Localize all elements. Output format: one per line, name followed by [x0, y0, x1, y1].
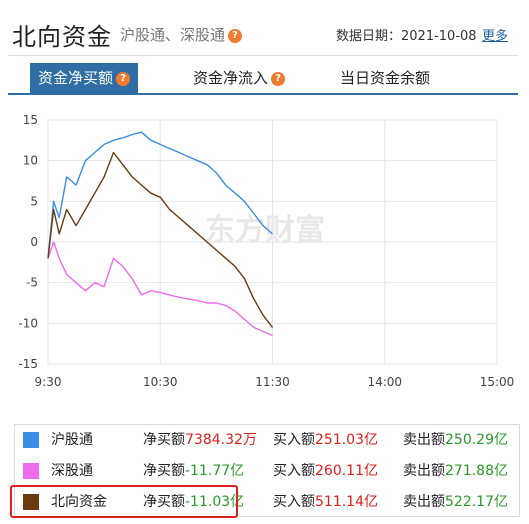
sell-cell: 卖出额271.88亿: [403, 456, 508, 486]
help-icon[interactable]: ?: [271, 71, 286, 86]
series-name: 北向资金: [51, 494, 107, 510]
sell-value: 522.17亿: [445, 494, 508, 510]
table-row: 深股通 净买额-11.77亿 买入额260.11亿 卖出额271.88亿: [15, 456, 519, 486]
series-color-swatch: [23, 432, 39, 448]
help-icon[interactable]: ?: [116, 71, 131, 86]
series-color-swatch: [23, 463, 39, 479]
y-tick-label: -10: [18, 316, 38, 330]
sell-label: 卖出额: [403, 494, 445, 510]
y-tick-label: -15: [18, 357, 38, 371]
buy-cell: 买入额260.11亿: [273, 456, 378, 486]
sell-cell: 卖出额250.29亿: [403, 425, 508, 455]
y-tick-label: 15: [23, 113, 38, 127]
x-tick-label: 9:30: [35, 375, 62, 389]
y-tick-label: 5: [30, 194, 38, 208]
buy-label: 买入额: [273, 432, 315, 448]
y-tick-label: -5: [26, 276, 38, 290]
page-title: 北向资金: [12, 23, 112, 51]
net-buy-label: 净买额: [143, 432, 185, 448]
sell-cell: 卖出额522.17亿: [403, 487, 508, 517]
buy-value: 260.11亿: [315, 463, 378, 479]
net-buy-cell: 净买额-11.77亿: [143, 456, 244, 486]
buy-label: 买入额: [273, 494, 315, 510]
watermark-text: 东方财富: [205, 213, 325, 248]
tab-underline: [8, 93, 518, 95]
tab-net-buy[interactable]: 资金净买额?: [30, 63, 139, 93]
tab-daily-balance-label: 当日资金余额: [340, 69, 431, 87]
series-name: 沪股通: [51, 432, 93, 448]
series-name: 深股通: [51, 463, 93, 479]
series-line-0: [47, 131, 273, 259]
tab-bar: 资金净买额? 资金净流入? 当日资金余额: [30, 63, 520, 93]
help-icon[interactable]: ?: [228, 28, 243, 43]
x-tick-label: 11:30: [255, 375, 290, 389]
series-line-1: [47, 241, 273, 337]
net-buy-value: -11.03亿: [185, 494, 245, 510]
series-color-swatch: [23, 494, 39, 510]
x-tick-label: 15:00: [480, 375, 515, 389]
series-lines: [47, 131, 274, 337]
summary-table: 沪股通 净买额7384.32万 买入额251.03亿 卖出额250.29亿 深股…: [14, 424, 520, 517]
net-buy-cell: 净买额7384.32万: [143, 425, 257, 455]
highlight-box: [10, 485, 238, 518]
net-buy-value: -11.77亿: [185, 463, 245, 479]
page-header: 北向资金 沪股通、深股通? 数据日期：2021-10-08 更多: [0, 0, 529, 54]
series-line-2: [47, 151, 274, 328]
y-axis-ticks: 15 10 5 0 -5 -10 -15: [18, 113, 38, 371]
tab-daily-balance[interactable]: 当日资金余额: [340, 63, 430, 93]
x-axis-ticks: 9:30 10:30 11:30 14:00 15:00: [35, 375, 515, 389]
net-buy-chart: 东方财富 15 10 5 0 -5 -10 -15 9:30 10:30 11:30 14:00 1…: [18, 113, 515, 389]
buy-cell: 买入额251.03亿: [273, 425, 378, 455]
net-buy-label: 净买额: [143, 494, 185, 510]
sell-value: 271.88亿: [445, 463, 508, 479]
buy-value: 511.14亿: [315, 494, 378, 510]
y-tick-label: 0: [30, 235, 38, 249]
x-tick-label: 14:00: [367, 375, 402, 389]
y-tick-label: 10: [23, 154, 38, 168]
table-row: 沪股通 净买额7384.32万 买入额251.03亿 卖出额250.29亿: [15, 425, 519, 455]
sell-label: 卖出额: [403, 463, 445, 479]
net-buy-value: 7384.32万: [185, 432, 257, 448]
subtitle-text: 沪股通、深股通: [120, 26, 226, 44]
table-row: 北向资金 净买额-11.03亿 买入额511.14亿 卖出额522.17亿: [15, 487, 519, 517]
tab-net-inflow-label: 资金净流入: [193, 69, 269, 87]
data-date: 数据日期：2021-10-08: [336, 29, 477, 44]
sell-label: 卖出额: [403, 432, 445, 448]
net-buy-label: 净买额: [143, 463, 185, 479]
more-link[interactable]: 更多: [482, 29, 509, 44]
chart-grid: [47, 119, 498, 365]
x-tick-label: 10:30: [143, 375, 178, 389]
net-buy-cell: 净买额-11.03亿: [143, 487, 244, 517]
buy-cell: 买入额511.14亿: [273, 487, 378, 517]
buy-label: 买入额: [273, 463, 315, 479]
tab-net-inflow[interactable]: 资金净流入?: [193, 63, 286, 93]
sell-value: 250.29亿: [445, 432, 508, 448]
buy-value: 251.03亿: [315, 432, 378, 448]
page-subtitle: 沪股通、深股通?: [120, 24, 243, 45]
tab-net-buy-label: 资金净买额: [38, 69, 114, 87]
header-divider: [8, 55, 518, 56]
